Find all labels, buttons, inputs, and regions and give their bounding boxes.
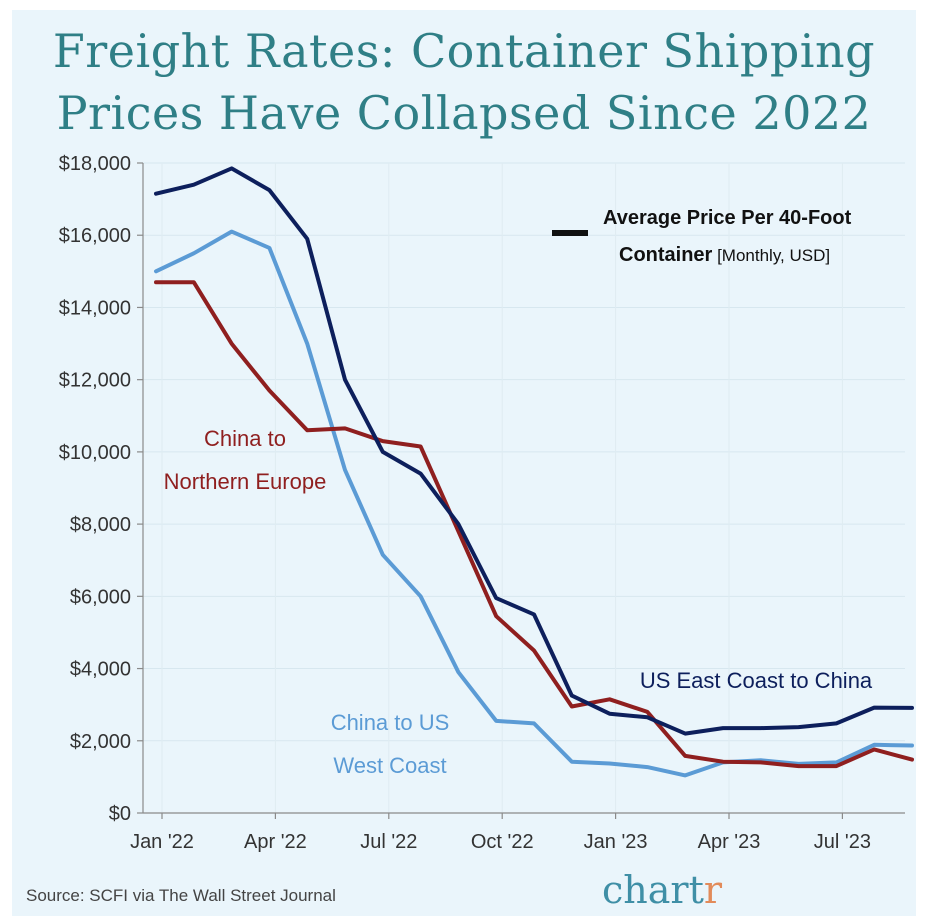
series-labels: US East Coast to China China to US West Co…: [164, 426, 873, 778]
series-label: US East Coast to China: [640, 668, 873, 693]
axes: [142, 163, 905, 814]
source-note: Source: SCFI via The Wall Street Journal: [26, 886, 336, 905]
y-tick-label: $2,000: [70, 731, 131, 753]
x-axis-ticks: Jan '22 Apr '22 Jul '22 Oct '22 Jan '23 Apr '…: [130, 813, 871, 853]
series-line-china-to-us-west-coast: [154, 229, 914, 778]
legend-line-2-rest: [Monthly, USD]: [712, 246, 830, 265]
chart-card: Freight Rates: Container Shipping Prices…: [12, 10, 916, 916]
legend-line-2-bold: Container: [619, 244, 713, 266]
series-line-china-to-northern-europe: [154, 280, 914, 769]
series-line-us-east-coast-to-china: [154, 166, 914, 736]
y-tick-label: $6,000: [70, 586, 131, 608]
y-tick-label: $16,000: [59, 225, 131, 247]
y-tick-label: $8,000: [70, 514, 131, 536]
y-tick-label: $0: [109, 803, 131, 825]
x-tick-label: Jul '23: [814, 831, 871, 853]
chart-title: Freight Rates: Container Shipping Prices…: [12, 20, 916, 144]
brand-accent: r: [703, 868, 723, 912]
series-label: West Coast: [333, 753, 446, 778]
legend-swatch: [552, 230, 588, 236]
x-tick-label: Apr '22: [244, 831, 307, 853]
series-label: China to: [204, 426, 286, 451]
chart-title-line-2: Prices Have Collapsed Since 2022: [56, 86, 872, 140]
y-axis-ticks: $0 $2,000 $4,000 $6,000 $8,000 $10,000 $12,000…: [59, 153, 143, 825]
y-tick-label: $12,000: [59, 370, 131, 392]
series-label: China to US: [331, 710, 450, 735]
chart-title-line-1: Freight Rates: Container Shipping: [52, 24, 876, 78]
legend-line-1: Average Price Per 40-Foot: [603, 207, 852, 229]
x-tick-label: Jan '22: [130, 831, 194, 853]
legend: Average Price Per 40-Foot Container [Mon…: [552, 207, 852, 266]
x-tick-label: Apr '23: [698, 831, 761, 853]
x-tick-label: Jul '22: [360, 831, 417, 853]
legend-line-2: Container [Monthly, USD]: [619, 244, 830, 266]
x-tick-label: Oct '22: [471, 831, 534, 853]
y-tick-label: $18,000: [59, 153, 131, 175]
y-tick-label: $10,000: [59, 442, 131, 464]
brand-logo: chartr: [602, 868, 722, 912]
series-lines: [154, 166, 914, 778]
grid-lines: [143, 162, 905, 813]
series-label: Northern Europe: [164, 469, 327, 494]
x-tick-label: Jan '23: [584, 831, 648, 853]
line-chart: $0 $2,000 $4,000 $6,000 $8,000 $10,000 $12,000…: [59, 153, 914, 853]
y-tick-label: $4,000: [70, 659, 131, 681]
y-tick-label: $14,000: [59, 297, 131, 319]
brand-main: chart: [602, 868, 704, 912]
